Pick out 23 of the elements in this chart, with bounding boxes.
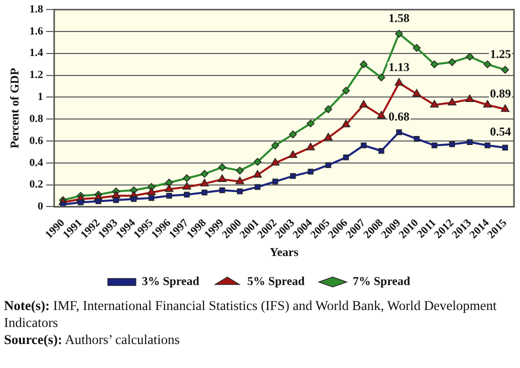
y-tick-label: 1.2 (29, 69, 44, 82)
y-tick-label: 0.8 (29, 112, 44, 125)
data-label: 0.54 (490, 124, 511, 139)
legend-label: 5% Spread (247, 274, 306, 288)
y-axis-title: Percent of GDP (7, 68, 22, 148)
legend-label: 7% Spread (352, 274, 411, 288)
y-tick-label: 1 (38, 91, 44, 104)
text: Note(s): IMF, International Financial Statistics (IFS) and World Bank, World Development Indicators (4, 297, 498, 331)
y-tick-label: 0.6 (29, 134, 44, 147)
data-label: 0.89 (490, 86, 511, 100)
data-label: 0.68 (388, 109, 410, 124)
y-tick-label: 0 (38, 200, 44, 213)
data-label: 1.13 (388, 60, 410, 74)
y-tick-label: 0.2 (29, 178, 44, 191)
legend-label: 3% Spread (142, 274, 200, 288)
y-tick-label: 1.8 (29, 3, 44, 16)
data-label: 1.25 (490, 46, 511, 61)
y-tick-label: 0.4 (29, 156, 44, 169)
y-tick-label: 1.6 (29, 25, 44, 38)
y-tick-label: 1.4 (29, 47, 44, 60)
source-note: Source(s): Authors’ calculations (4, 331, 181, 348)
x-axis-title: Years (270, 244, 299, 259)
data-label: 1.58 (388, 10, 410, 25)
